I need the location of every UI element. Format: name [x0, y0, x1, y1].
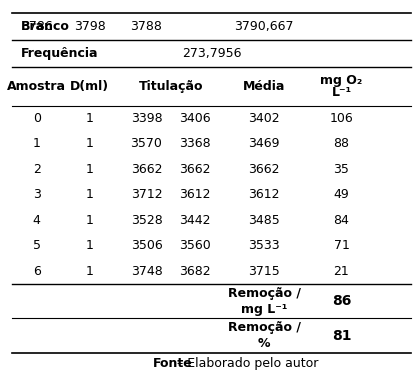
- Text: 1: 1: [86, 214, 94, 227]
- Text: 1: 1: [86, 239, 94, 252]
- Text: 4: 4: [33, 214, 41, 227]
- Text: 3790,667: 3790,667: [235, 20, 294, 32]
- Text: D(ml): D(ml): [70, 80, 109, 93]
- Text: 3788: 3788: [131, 20, 162, 32]
- Text: 1: 1: [86, 188, 94, 201]
- Text: 3469: 3469: [248, 138, 280, 150]
- Text: 3506: 3506: [131, 239, 162, 252]
- Text: Remoção /
%: Remoção / %: [228, 321, 301, 350]
- Text: 3402: 3402: [248, 112, 280, 125]
- Text: 3712: 3712: [131, 188, 162, 201]
- Text: 84: 84: [334, 214, 349, 227]
- Text: 3748: 3748: [131, 265, 162, 278]
- Text: Fonte: Fonte: [153, 357, 192, 369]
- Text: 3485: 3485: [248, 214, 280, 227]
- Text: 1: 1: [33, 138, 41, 150]
- Text: 3612: 3612: [248, 188, 280, 201]
- Text: L⁻¹: L⁻¹: [332, 86, 352, 99]
- Text: 6: 6: [33, 265, 41, 278]
- Text: 3682: 3682: [179, 265, 211, 278]
- Text: 3560: 3560: [179, 239, 211, 252]
- Text: 3662: 3662: [248, 163, 280, 176]
- Text: 81: 81: [332, 329, 351, 343]
- Text: 3528: 3528: [131, 214, 162, 227]
- Text: Titulação: Titulação: [139, 80, 203, 93]
- Text: 2: 2: [33, 163, 41, 176]
- Text: 3570: 3570: [131, 138, 162, 150]
- Text: 3: 3: [33, 188, 41, 201]
- Text: 35: 35: [334, 163, 349, 176]
- Text: 3662: 3662: [179, 163, 211, 176]
- Text: 1: 1: [86, 163, 94, 176]
- Text: Média: Média: [243, 80, 285, 93]
- Text: 71: 71: [334, 239, 349, 252]
- Text: – Elaborado pelo autor: – Elaborado pelo autor: [173, 357, 318, 369]
- Text: 3368: 3368: [179, 138, 211, 150]
- Text: 1: 1: [86, 265, 94, 278]
- Text: 3798: 3798: [74, 20, 105, 32]
- Text: mg O₂: mg O₂: [320, 74, 363, 87]
- Text: 3406: 3406: [179, 112, 211, 125]
- Text: 86: 86: [332, 294, 351, 308]
- Text: 3612: 3612: [179, 188, 211, 201]
- Text: 5: 5: [33, 239, 41, 252]
- Text: Branco: Branco: [20, 20, 69, 32]
- Text: Amostra: Amostra: [7, 80, 66, 93]
- Text: 273,7956: 273,7956: [182, 46, 241, 60]
- Text: 49: 49: [334, 188, 349, 201]
- Text: 106: 106: [329, 112, 353, 125]
- Text: 1: 1: [86, 138, 94, 150]
- Text: 3786: 3786: [21, 20, 53, 32]
- Text: 0: 0: [33, 112, 41, 125]
- Text: 3715: 3715: [248, 265, 280, 278]
- Text: 88: 88: [334, 138, 349, 150]
- Text: 1: 1: [86, 112, 94, 125]
- Text: Remoção /
mg L⁻¹: Remoção / mg L⁻¹: [228, 287, 301, 316]
- Text: 3398: 3398: [131, 112, 162, 125]
- Text: Frequência: Frequência: [20, 46, 98, 60]
- Text: 3662: 3662: [131, 163, 162, 176]
- Text: 3442: 3442: [179, 214, 211, 227]
- Text: 21: 21: [334, 265, 349, 278]
- Text: 3533: 3533: [248, 239, 280, 252]
